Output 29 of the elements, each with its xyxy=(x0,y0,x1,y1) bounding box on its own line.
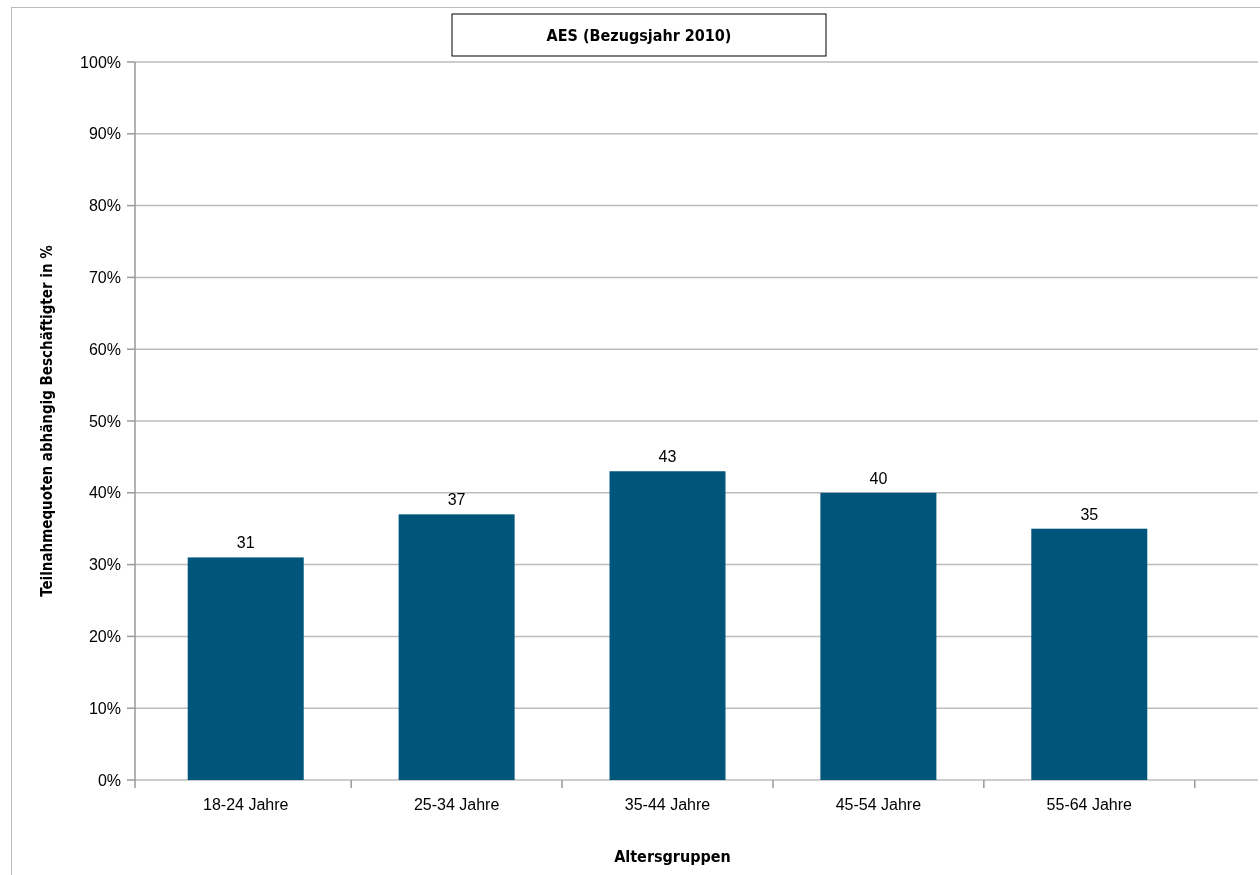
x-tick-label: 55-64 Jahre xyxy=(1046,796,1133,813)
bar xyxy=(609,471,726,780)
y-tick-label: 70% xyxy=(88,269,121,286)
y-tick-label: 30% xyxy=(88,556,121,574)
data-label: 31 xyxy=(236,534,255,552)
y-tick-label: 40% xyxy=(88,484,121,502)
y-axis-title: Teilnahmequoten abhängig Beschäftigter in % xyxy=(38,244,57,597)
chart-title: AES (Bezugsjahr 2010) xyxy=(546,25,732,45)
data-label: 43 xyxy=(658,448,677,466)
x-tick-label: 45-54 Jahre xyxy=(835,796,922,813)
y-tick-label: 90% xyxy=(88,125,121,143)
bar xyxy=(398,514,515,780)
y-tick-label: 60% xyxy=(88,340,121,358)
x-tick-label: 25-34 Jahre xyxy=(413,796,500,813)
x-axis-title: Altersgruppen xyxy=(614,846,731,866)
bar xyxy=(187,557,304,780)
bar xyxy=(820,492,937,780)
y-tick-label: 0% xyxy=(97,771,121,789)
x-tick-label: 18-24 Jahre xyxy=(203,796,289,813)
data-label: 35 xyxy=(1080,505,1099,523)
x-tick-label: 35-44 Jahre xyxy=(624,796,711,813)
data-label: 40 xyxy=(869,469,888,487)
y-tick-label: 10% xyxy=(88,699,121,717)
bar xyxy=(1031,528,1148,780)
y-tick-label: 100% xyxy=(80,53,121,71)
data-label: 37 xyxy=(447,491,466,509)
y-tick-label: 20% xyxy=(88,628,121,645)
y-tick-label: 80% xyxy=(88,197,121,215)
y-tick-label: 50% xyxy=(88,412,121,430)
